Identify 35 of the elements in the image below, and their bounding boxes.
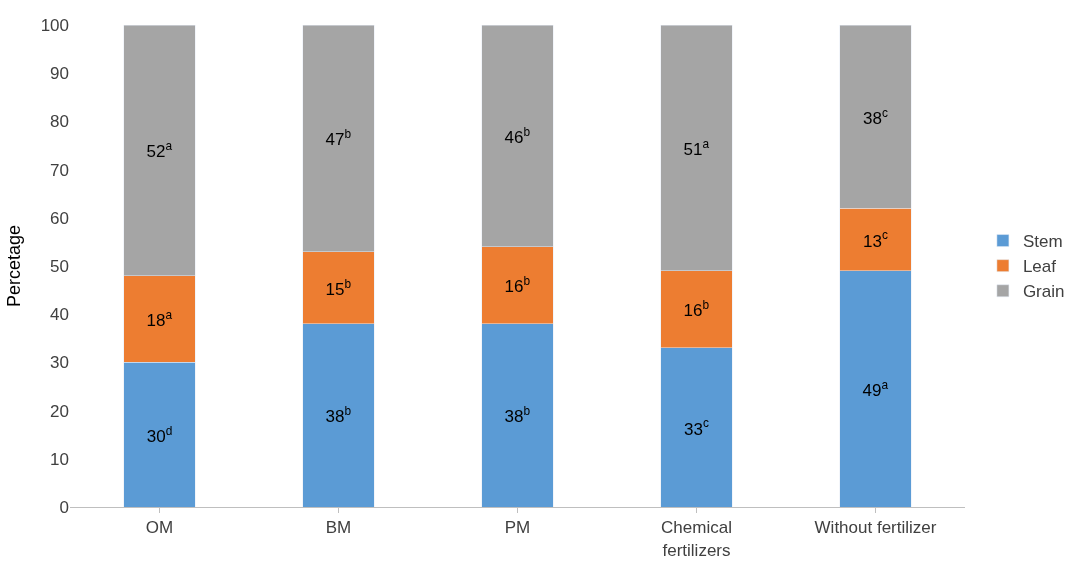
x-tick-label: Without fertilizer [814,518,937,538]
y-tick-label: 0 [59,497,69,517]
y-tick-label: 10 [50,449,69,469]
y-tick-label: 80 [50,112,69,132]
data-label: 38$^{b}$ [325,404,352,427]
data-label: 33$^{c}$ [684,416,709,439]
legend-label: Stem [1022,232,1063,252]
data-label: 18$^{a}$ [146,307,173,331]
y-tick-label: 60 [50,208,69,228]
y-tick-label: 20 [50,401,69,421]
y-tick-label: 70 [50,160,69,180]
data-label: 16$^{b}$ [504,274,531,297]
y-tick-label: 30 [50,353,69,373]
y-tick-label: 100 [40,15,69,35]
data-label: 52$^{a}$ [146,139,173,162]
legend-label: Leaf [1022,257,1057,277]
data-label: 49$^{a}$ [862,377,889,400]
y-tick-label: 90 [50,64,69,84]
x-tick-label: Chemical fertilizers [661,518,732,560]
x-tick-label: PM [504,518,531,538]
y-axis-title: Percetage [3,224,24,308]
x-tick-label: BM [325,518,352,538]
x-tick-label: OM [145,518,174,538]
data-label: 38$^{b}$ [504,404,531,427]
data-label: 51$^{a}$ [683,136,710,159]
data-label: 30$^{d}$ [146,423,173,446]
y-tick-label: 50 [50,256,69,276]
data-label: 16$^{b}$ [683,298,710,321]
data-label: 47$^{b}$ [325,127,352,150]
y-tick-label: 40 [50,305,69,325]
data-label: 13$^{c}$ [863,228,888,251]
data-label: 38$^{c}$ [863,105,888,128]
legend-label: Grain [1022,282,1065,302]
data-label: 46$^{b}$ [504,124,531,147]
data-label: 15$^{b}$ [325,276,352,299]
